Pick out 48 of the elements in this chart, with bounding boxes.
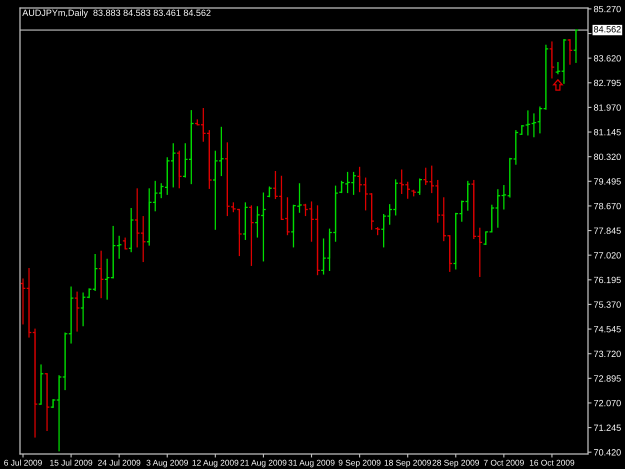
x-tick-label: 16 Oct 2009 — [530, 460, 574, 466]
y-tick-label: 81.145 — [594, 129, 621, 136]
x-tick-label: 18 Sep 2009 — [384, 460, 431, 468]
candlestick — [98, 250, 104, 299]
y-tick-label: 77.020 — [594, 252, 621, 259]
y-tick-label: 70.420 — [594, 449, 621, 456]
x-tick-label: 3 Aug 2009 — [146, 460, 188, 468]
candlestick — [74, 290, 80, 332]
y-tick-label: 79.495 — [594, 178, 621, 185]
candlestick — [573, 28, 579, 64]
y-tick-label: 76.195 — [594, 276, 621, 284]
candlestick — [122, 236, 128, 250]
y-tick-label: 77.845 — [594, 228, 621, 234]
y-tick-label: 72.895 — [594, 375, 621, 382]
y-tick-label: 83.620 — [594, 55, 621, 62]
y-tick-label: 72.070 — [594, 400, 621, 406]
candlestick — [549, 40, 555, 80]
y-tick-label: 80.320 — [594, 154, 621, 160]
y-tick-label: 71.245 — [594, 424, 621, 431]
chart-title: AUDJPYm,Daily 83.883 84.583 83.461 84.562 — [22, 9, 211, 18]
x-tick-label: 24 Jul 2009 — [98, 460, 140, 466]
candlestick — [248, 204, 254, 267]
candlestick — [128, 207, 134, 253]
y-tick-label: 85.270 — [594, 6, 621, 12]
y-tick-label: 75.370 — [594, 301, 621, 308]
x-tick-label: 6 Jul 2009 — [4, 460, 42, 466]
x-tick-label: 28 Sep 2009 — [432, 460, 480, 468]
x-tick-label: 7 Oct 2009 — [484, 460, 524, 466]
y-tick-label: 73.720 — [594, 350, 621, 358]
candlestick — [242, 202, 248, 241]
candlestick — [44, 372, 50, 432]
x-tick-label: 9 Sep 2009 — [338, 460, 381, 468]
x-tick-label: 31 Aug 2009 — [288, 460, 335, 468]
candlestick — [176, 150, 182, 189]
candlestick — [38, 364, 44, 406]
candlestick — [374, 226, 381, 236]
candlestick — [266, 186, 272, 198]
x-tick-label: 15 Jul 2009 — [50, 460, 92, 466]
candlestick — [518, 124, 525, 136]
y-tick-label: 74.545 — [594, 326, 621, 332]
y-tick-label: 81.970 — [594, 104, 621, 111]
x-tick-label: 21 Aug 2009 — [240, 460, 286, 468]
y-tick-label: 82.795 — [594, 80, 621, 86]
candlestick — [567, 38, 573, 66]
ref-line-label: 84.562 — [594, 26, 621, 32]
x-tick-label: 12 Aug 2009 — [192, 460, 238, 468]
candlestick — [416, 178, 423, 196]
y-tick-label: 78.670 — [594, 202, 621, 210]
